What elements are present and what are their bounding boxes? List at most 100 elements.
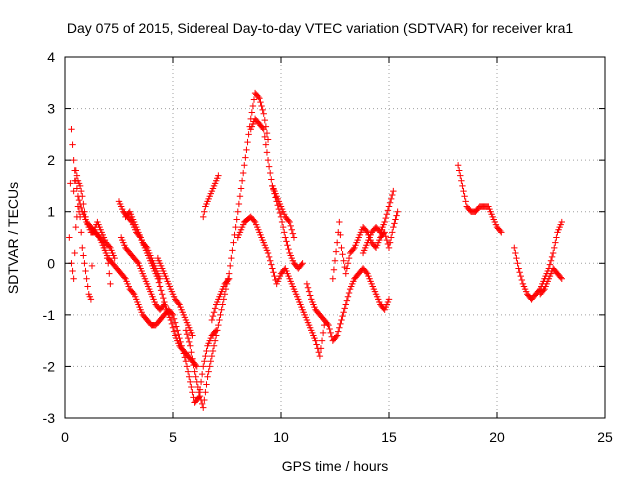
data-point [192, 373, 199, 380]
data-point [391, 220, 398, 227]
data-point [72, 167, 79, 174]
data-point [79, 244, 86, 252]
data-point [215, 172, 222, 179]
data-point [232, 223, 239, 231]
data-point [80, 252, 87, 259]
x-tick-label: 5 [169, 429, 177, 445]
data-point [240, 169, 247, 177]
data-point [237, 185, 245, 192]
data-point [70, 275, 77, 282]
data-point [259, 124, 266, 132]
data-point [458, 177, 465, 184]
data-point [227, 262, 234, 270]
data-point [385, 244, 393, 252]
axis-ticks [64, 56, 606, 419]
data-point [382, 233, 389, 240]
data-point [225, 275, 233, 282]
data-point [235, 200, 243, 208]
y-tick-label: 0 [47, 255, 55, 271]
data-point [73, 185, 81, 192]
data-point [336, 218, 343, 226]
data-point [111, 254, 118, 262]
data-point [340, 257, 347, 264]
series-prn-s [537, 265, 565, 298]
y-tick-label: -2 [43, 358, 56, 374]
data-point [285, 217, 292, 224]
data-point [210, 309, 218, 316]
x-tick-label: 0 [61, 429, 69, 445]
data-point [217, 311, 224, 319]
data-point [159, 291, 166, 298]
data-point [287, 222, 294, 230]
data-point [298, 261, 305, 268]
data-point [557, 274, 564, 281]
data-point [203, 347, 210, 355]
data-point [261, 133, 268, 141]
data-point [188, 383, 195, 391]
data-point [313, 341, 320, 348]
data-point [278, 218, 286, 226]
data-point [269, 265, 276, 272]
data-point [211, 305, 219, 312]
data-point [498, 229, 505, 236]
data-point [81, 208, 88, 215]
series-prn-j [208, 275, 233, 324]
data-point [207, 358, 214, 365]
data-point [134, 258, 141, 266]
data-point [344, 260, 352, 267]
x-tick-label: 15 [381, 429, 397, 445]
data-point [303, 280, 311, 288]
data-point [259, 106, 266, 114]
data-point [461, 193, 468, 200]
data-point [213, 332, 220, 339]
tick-labels: 0 5 10 15 20 25 -3 -2 -1 0 1 2 3 4 [43, 49, 613, 445]
data-point [345, 289, 353, 297]
data-point [265, 253, 273, 261]
series-prn-f [122, 208, 164, 282]
y-tick-label: 2 [47, 152, 55, 168]
y-tick-label: 4 [47, 49, 55, 65]
data-point [219, 301, 226, 308]
data-point [256, 95, 263, 102]
data-point [183, 330, 191, 338]
data-point [193, 363, 200, 370]
data-point [339, 251, 346, 258]
data-point [81, 260, 88, 267]
data-point [456, 167, 463, 174]
data-point [330, 266, 338, 273]
data-point [183, 363, 191, 370]
data-point [392, 216, 399, 223]
data-point [341, 305, 348, 312]
data-point [385, 296, 393, 303]
data-point [169, 324, 177, 331]
data-point [335, 328, 342, 335]
data-point [265, 163, 273, 170]
data-point [285, 245, 292, 253]
data-point [261, 116, 268, 124]
data-point [343, 265, 351, 272]
data-point [390, 187, 397, 195]
data-point [228, 254, 235, 262]
series-prn-e [117, 234, 168, 313]
data-point [99, 238, 106, 245]
data-point [75, 196, 83, 204]
data-point [329, 275, 337, 282]
data-point [238, 177, 246, 184]
data-point [78, 229, 85, 236]
data-point [270, 269, 277, 276]
data-point [305, 288, 313, 295]
data-point [263, 149, 271, 156]
data-point [208, 352, 216, 360]
data-point [105, 260, 112, 267]
data-point [304, 284, 312, 291]
data-point [548, 253, 556, 261]
data-point [512, 249, 519, 257]
data-point [80, 200, 87, 208]
data-point [312, 337, 319, 344]
data-point [267, 169, 274, 177]
data-point [189, 389, 196, 396]
data-point [384, 207, 392, 214]
data-point [325, 321, 332, 329]
data-point [331, 257, 339, 264]
